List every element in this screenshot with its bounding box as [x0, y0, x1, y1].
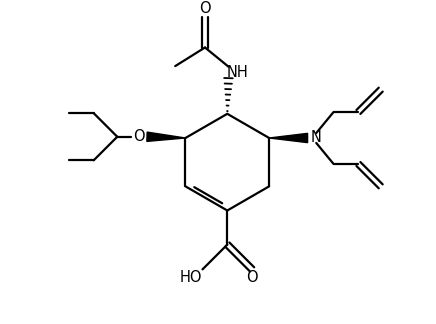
Text: NH: NH — [227, 65, 249, 80]
Text: N: N — [310, 130, 321, 145]
Polygon shape — [147, 132, 185, 141]
Text: O: O — [246, 270, 258, 285]
Text: HO: HO — [180, 270, 203, 285]
Polygon shape — [269, 133, 307, 143]
Text: O: O — [133, 129, 145, 144]
Text: O: O — [199, 1, 211, 16]
